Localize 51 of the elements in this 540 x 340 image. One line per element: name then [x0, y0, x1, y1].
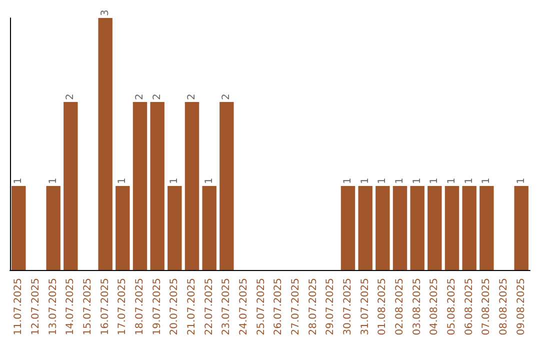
- x-tick-label: 13.07.2025: [48, 278, 59, 336]
- x-tick-label: 11.07.2025: [13, 278, 24, 336]
- data-label: 1: [446, 178, 458, 184]
- x-tick-label: 23.07.2025: [221, 278, 232, 336]
- x-tick-label: 26.07.2025: [273, 278, 284, 336]
- data-label: 1: [394, 178, 406, 184]
- x-tick-label: 07.08.2025: [481, 278, 492, 336]
- data-label: 1: [412, 178, 423, 184]
- x-tick-label: 03.08.2025: [412, 278, 423, 336]
- data-label: 1: [360, 178, 371, 184]
- data-label: 2: [152, 94, 163, 100]
- x-tick-label: 24.07.2025: [238, 278, 250, 336]
- x-tick-label: 09.08.2025: [516, 278, 527, 336]
- data-label: 1: [481, 178, 492, 184]
- data-label: 1: [429, 178, 440, 184]
- data-label: 3: [100, 10, 111, 16]
- data-label: 1: [117, 178, 128, 184]
- x-tick-label: 08.08.2025: [498, 278, 510, 336]
- data-label: 1: [464, 178, 475, 184]
- x-tick-label: 30.07.2025: [342, 278, 354, 336]
- data-label: 1: [516, 178, 527, 184]
- data-label: 1: [342, 178, 354, 184]
- x-tick-label: 29.07.2025: [325, 278, 336, 336]
- data-label: 2: [65, 94, 76, 100]
- x-tick-label: 27.07.2025: [290, 278, 302, 336]
- x-tick-label: 22.07.2025: [204, 278, 215, 336]
- x-tick-label: 21.07.2025: [186, 278, 198, 336]
- data-label: 1: [377, 178, 388, 184]
- x-tick-label: 12.07.2025: [30, 278, 42, 336]
- x-tick-label: 18.07.2025: [134, 278, 146, 336]
- x-tick-label: 01.08.2025: [377, 278, 388, 336]
- x-tick-label: 02.08.2025: [394, 278, 406, 336]
- x-tick-label: 31.07.2025: [360, 278, 371, 336]
- x-tick-label: 16.07.2025: [100, 278, 111, 336]
- x-tick-label: 19.07.2025: [152, 278, 163, 336]
- data-label: 2: [186, 94, 198, 100]
- data-label: 1: [13, 178, 24, 184]
- x-tick-label: 14.07.2025: [65, 278, 76, 336]
- x-tick-label: 05.08.2025: [446, 278, 458, 336]
- x-tick-label: 15.07.2025: [82, 278, 94, 336]
- data-label: 2: [134, 94, 146, 100]
- data-label: 1: [169, 178, 180, 184]
- data-label: 1: [204, 178, 215, 184]
- data-label: 2: [221, 94, 232, 100]
- x-tick-label: 20.07.2025: [169, 278, 180, 336]
- x-tick-label: 06.08.2025: [464, 278, 475, 336]
- x-tick-label: 04.08.2025: [429, 278, 440, 336]
- x-tick-label: 28.07.2025: [308, 278, 319, 336]
- x-tick-label: 25.07.2025: [256, 278, 267, 336]
- x-tick-label: 17.07.2025: [117, 278, 128, 336]
- data-label: 1: [48, 178, 59, 184]
